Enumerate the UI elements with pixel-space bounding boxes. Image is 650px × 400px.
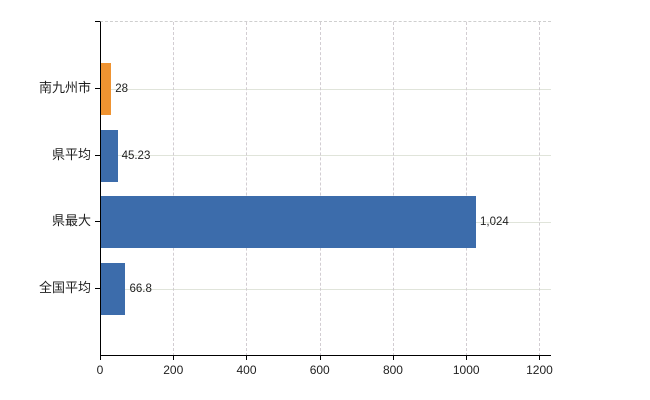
vertical-gridline: [466, 22, 468, 356]
bar-series: [101, 196, 476, 249]
horizontal-gridline: [101, 288, 551, 290]
vertical-gridline: [539, 22, 541, 356]
horizontal-gridline: [101, 155, 551, 157]
x-axis-tick: [539, 355, 541, 360]
x-axis-tick: [246, 355, 248, 360]
horizontal-gridline: [101, 88, 551, 90]
x-axis-tick: [173, 355, 175, 360]
bar-value-label: 28: [115, 83, 129, 95]
vertical-gridline: [173, 22, 175, 356]
x-axis-tick: [100, 355, 101, 360]
bar-value-label: 1,024: [480, 216, 509, 229]
x-axis-tick-label: 800: [382, 363, 403, 377]
x-axis-tick-label: 600: [309, 363, 330, 377]
bar-value-label: 66.8: [129, 283, 152, 295]
y-axis-tick: [95, 154, 100, 156]
category-label: 南九州市: [38, 80, 91, 95]
x-axis-tick: [466, 355, 468, 360]
vertical-gridline: [319, 22, 321, 356]
vertical-gridline: [392, 22, 394, 356]
vertical-gridline: [246, 22, 248, 356]
category-label: 県最大: [51, 213, 91, 229]
bar-value-label: 45.23: [121, 149, 151, 162]
y-axis-tick: [95, 288, 100, 289]
x-axis-tick-label: 400: [236, 363, 257, 377]
x-axis-tick-label: 0: [96, 363, 104, 377]
x-axis-tick: [392, 355, 394, 360]
category-label: 県平均: [51, 146, 91, 162]
x-axis-tick: [319, 355, 321, 360]
bar-series: [101, 263, 126, 315]
y-axis-tick: [95, 88, 100, 89]
bar-series: [101, 129, 118, 182]
x-axis-tick-label: 1200: [526, 363, 553, 377]
y-axis-tick: [95, 221, 100, 223]
y-axis-end-tick: [95, 21, 100, 22]
category-label: 全国平均: [38, 280, 91, 295]
x-axis-tick-label: 200: [163, 363, 184, 377]
bar-highlight: [101, 63, 112, 115]
x-axis-tick-label: 1000: [452, 363, 480, 377]
plot-area: 28 45.23 1,024 66.8: [100, 21, 551, 356]
